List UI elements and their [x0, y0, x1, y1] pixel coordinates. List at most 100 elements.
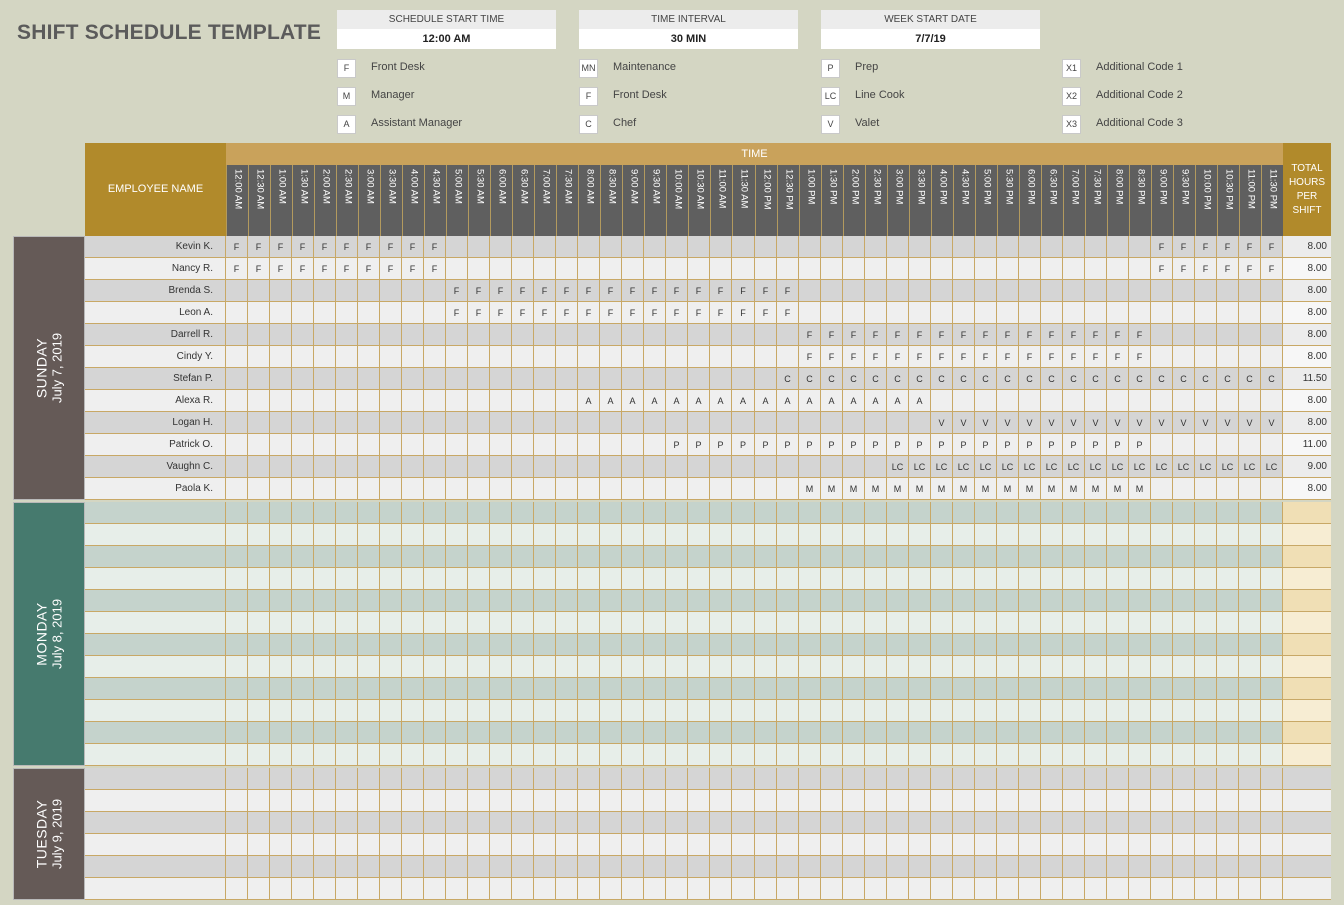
shift-cell[interactable] [512, 768, 534, 790]
shift-cell[interactable] [821, 678, 843, 700]
shift-cell[interactable] [1019, 678, 1041, 700]
shift-cell[interactable]: LC [1085, 456, 1107, 478]
shift-cell[interactable] [777, 812, 799, 834]
shift-cell[interactable]: P [1041, 434, 1063, 456]
shift-cell[interactable] [1107, 700, 1129, 722]
shift-cell[interactable] [292, 768, 314, 790]
shift-cell[interactable] [556, 568, 578, 590]
shift-cell[interactable] [358, 502, 380, 524]
shift-cell[interactable] [666, 744, 688, 766]
shift-cell[interactable] [1173, 834, 1195, 856]
shift-cell[interactable]: F [777, 280, 799, 302]
shift-cell[interactable] [1151, 856, 1173, 878]
shift-cell[interactable] [1107, 280, 1129, 302]
shift-cell[interactable] [468, 456, 490, 478]
shift-cell[interactable] [1129, 280, 1151, 302]
shift-cell[interactable] [512, 678, 534, 700]
shift-cell[interactable] [622, 634, 644, 656]
shift-cell[interactable] [314, 478, 336, 500]
shift-cell[interactable]: C [1063, 368, 1085, 390]
shift-cell[interactable] [1151, 744, 1173, 766]
employee-name-cell[interactable]: Patrick O. [85, 434, 226, 456]
shift-cell[interactable] [843, 812, 865, 834]
shift-cell[interactable]: F [1261, 258, 1283, 280]
shift-cell[interactable]: A [865, 390, 887, 412]
shift-cell[interactable] [865, 524, 887, 546]
shift-cell[interactable] [710, 834, 732, 856]
shift-cell[interactable] [755, 524, 777, 546]
shift-cell[interactable] [292, 634, 314, 656]
shift-cell[interactable] [997, 390, 1019, 412]
shift-cell[interactable] [997, 856, 1019, 878]
employee-name-cell[interactable]: Vaughn C. [85, 456, 226, 478]
shift-cell[interactable] [512, 568, 534, 590]
shift-cell[interactable] [1173, 390, 1195, 412]
shift-cell[interactable] [887, 656, 909, 678]
shift-cell[interactable] [490, 634, 512, 656]
shift-cell[interactable] [688, 524, 710, 546]
shift-cell[interactable] [534, 346, 556, 368]
shift-cell[interactable]: F [843, 324, 865, 346]
shift-cell[interactable] [710, 368, 732, 390]
shift-cell[interactable]: F [710, 302, 732, 324]
shift-cell[interactable] [843, 546, 865, 568]
shift-cell[interactable]: F [226, 258, 248, 280]
shift-cell[interactable] [270, 834, 292, 856]
shift-cell[interactable] [600, 546, 622, 568]
shift-cell[interactable] [1173, 502, 1195, 524]
shift-cell[interactable] [226, 302, 248, 324]
shift-cell[interactable] [1063, 280, 1085, 302]
shift-cell[interactable]: P [1085, 434, 1107, 456]
employee-name-cell[interactable] [85, 678, 226, 700]
shift-cell[interactable] [732, 856, 755, 878]
shift-cell[interactable] [270, 878, 292, 900]
shift-cell[interactable] [1239, 590, 1261, 612]
shift-cell[interactable]: F [226, 236, 248, 258]
shift-cell[interactable] [1085, 634, 1107, 656]
shift-cell[interactable] [1261, 634, 1283, 656]
shift-cell[interactable]: A [600, 390, 622, 412]
shift-cell[interactable] [1085, 390, 1107, 412]
shift-cell[interactable] [997, 502, 1019, 524]
shift-cell[interactable]: F [1195, 258, 1217, 280]
shift-cell[interactable] [953, 856, 975, 878]
shift-cell[interactable]: M [1041, 478, 1063, 500]
shift-cell[interactable] [644, 856, 666, 878]
shift-cell[interactable] [843, 236, 865, 258]
shift-cell[interactable] [446, 612, 468, 634]
shift-cell[interactable] [755, 656, 777, 678]
shift-cell[interactable] [578, 834, 600, 856]
shift-cell[interactable] [644, 258, 666, 280]
employee-name-cell[interactable] [85, 878, 226, 900]
shift-cell[interactable] [512, 478, 534, 500]
shift-cell[interactable] [1217, 634, 1239, 656]
shift-cell[interactable] [777, 346, 799, 368]
shift-cell[interactable] [336, 744, 358, 766]
shift-cell[interactable] [1195, 612, 1217, 634]
shift-cell[interactable] [755, 346, 777, 368]
shift-cell[interactable] [1195, 656, 1217, 678]
shift-cell[interactable]: F [1195, 236, 1217, 258]
shift-cell[interactable] [446, 502, 468, 524]
shift-cell[interactable] [402, 434, 424, 456]
shift-cell[interactable] [402, 700, 424, 722]
shift-cell[interactable] [666, 678, 688, 700]
shift-cell[interactable] [380, 346, 402, 368]
shift-cell[interactable] [490, 546, 512, 568]
shift-cell[interactable] [1085, 546, 1107, 568]
shift-cell[interactable] [1019, 856, 1041, 878]
shift-cell[interactable] [424, 324, 446, 346]
shift-cell[interactable] [975, 612, 997, 634]
shift-cell[interactable] [975, 302, 997, 324]
shift-cell[interactable] [1151, 678, 1173, 700]
shift-cell[interactable]: F [1129, 346, 1151, 368]
shift-cell[interactable] [1129, 390, 1151, 412]
shift-cell[interactable]: C [909, 368, 931, 390]
shift-cell[interactable] [556, 744, 578, 766]
shift-cell[interactable] [424, 368, 446, 390]
shift-cell[interactable] [248, 790, 270, 812]
shift-cell[interactable] [732, 324, 755, 346]
shift-cell[interactable] [777, 258, 799, 280]
shift-cell[interactable] [865, 612, 887, 634]
shift-cell[interactable] [931, 236, 953, 258]
